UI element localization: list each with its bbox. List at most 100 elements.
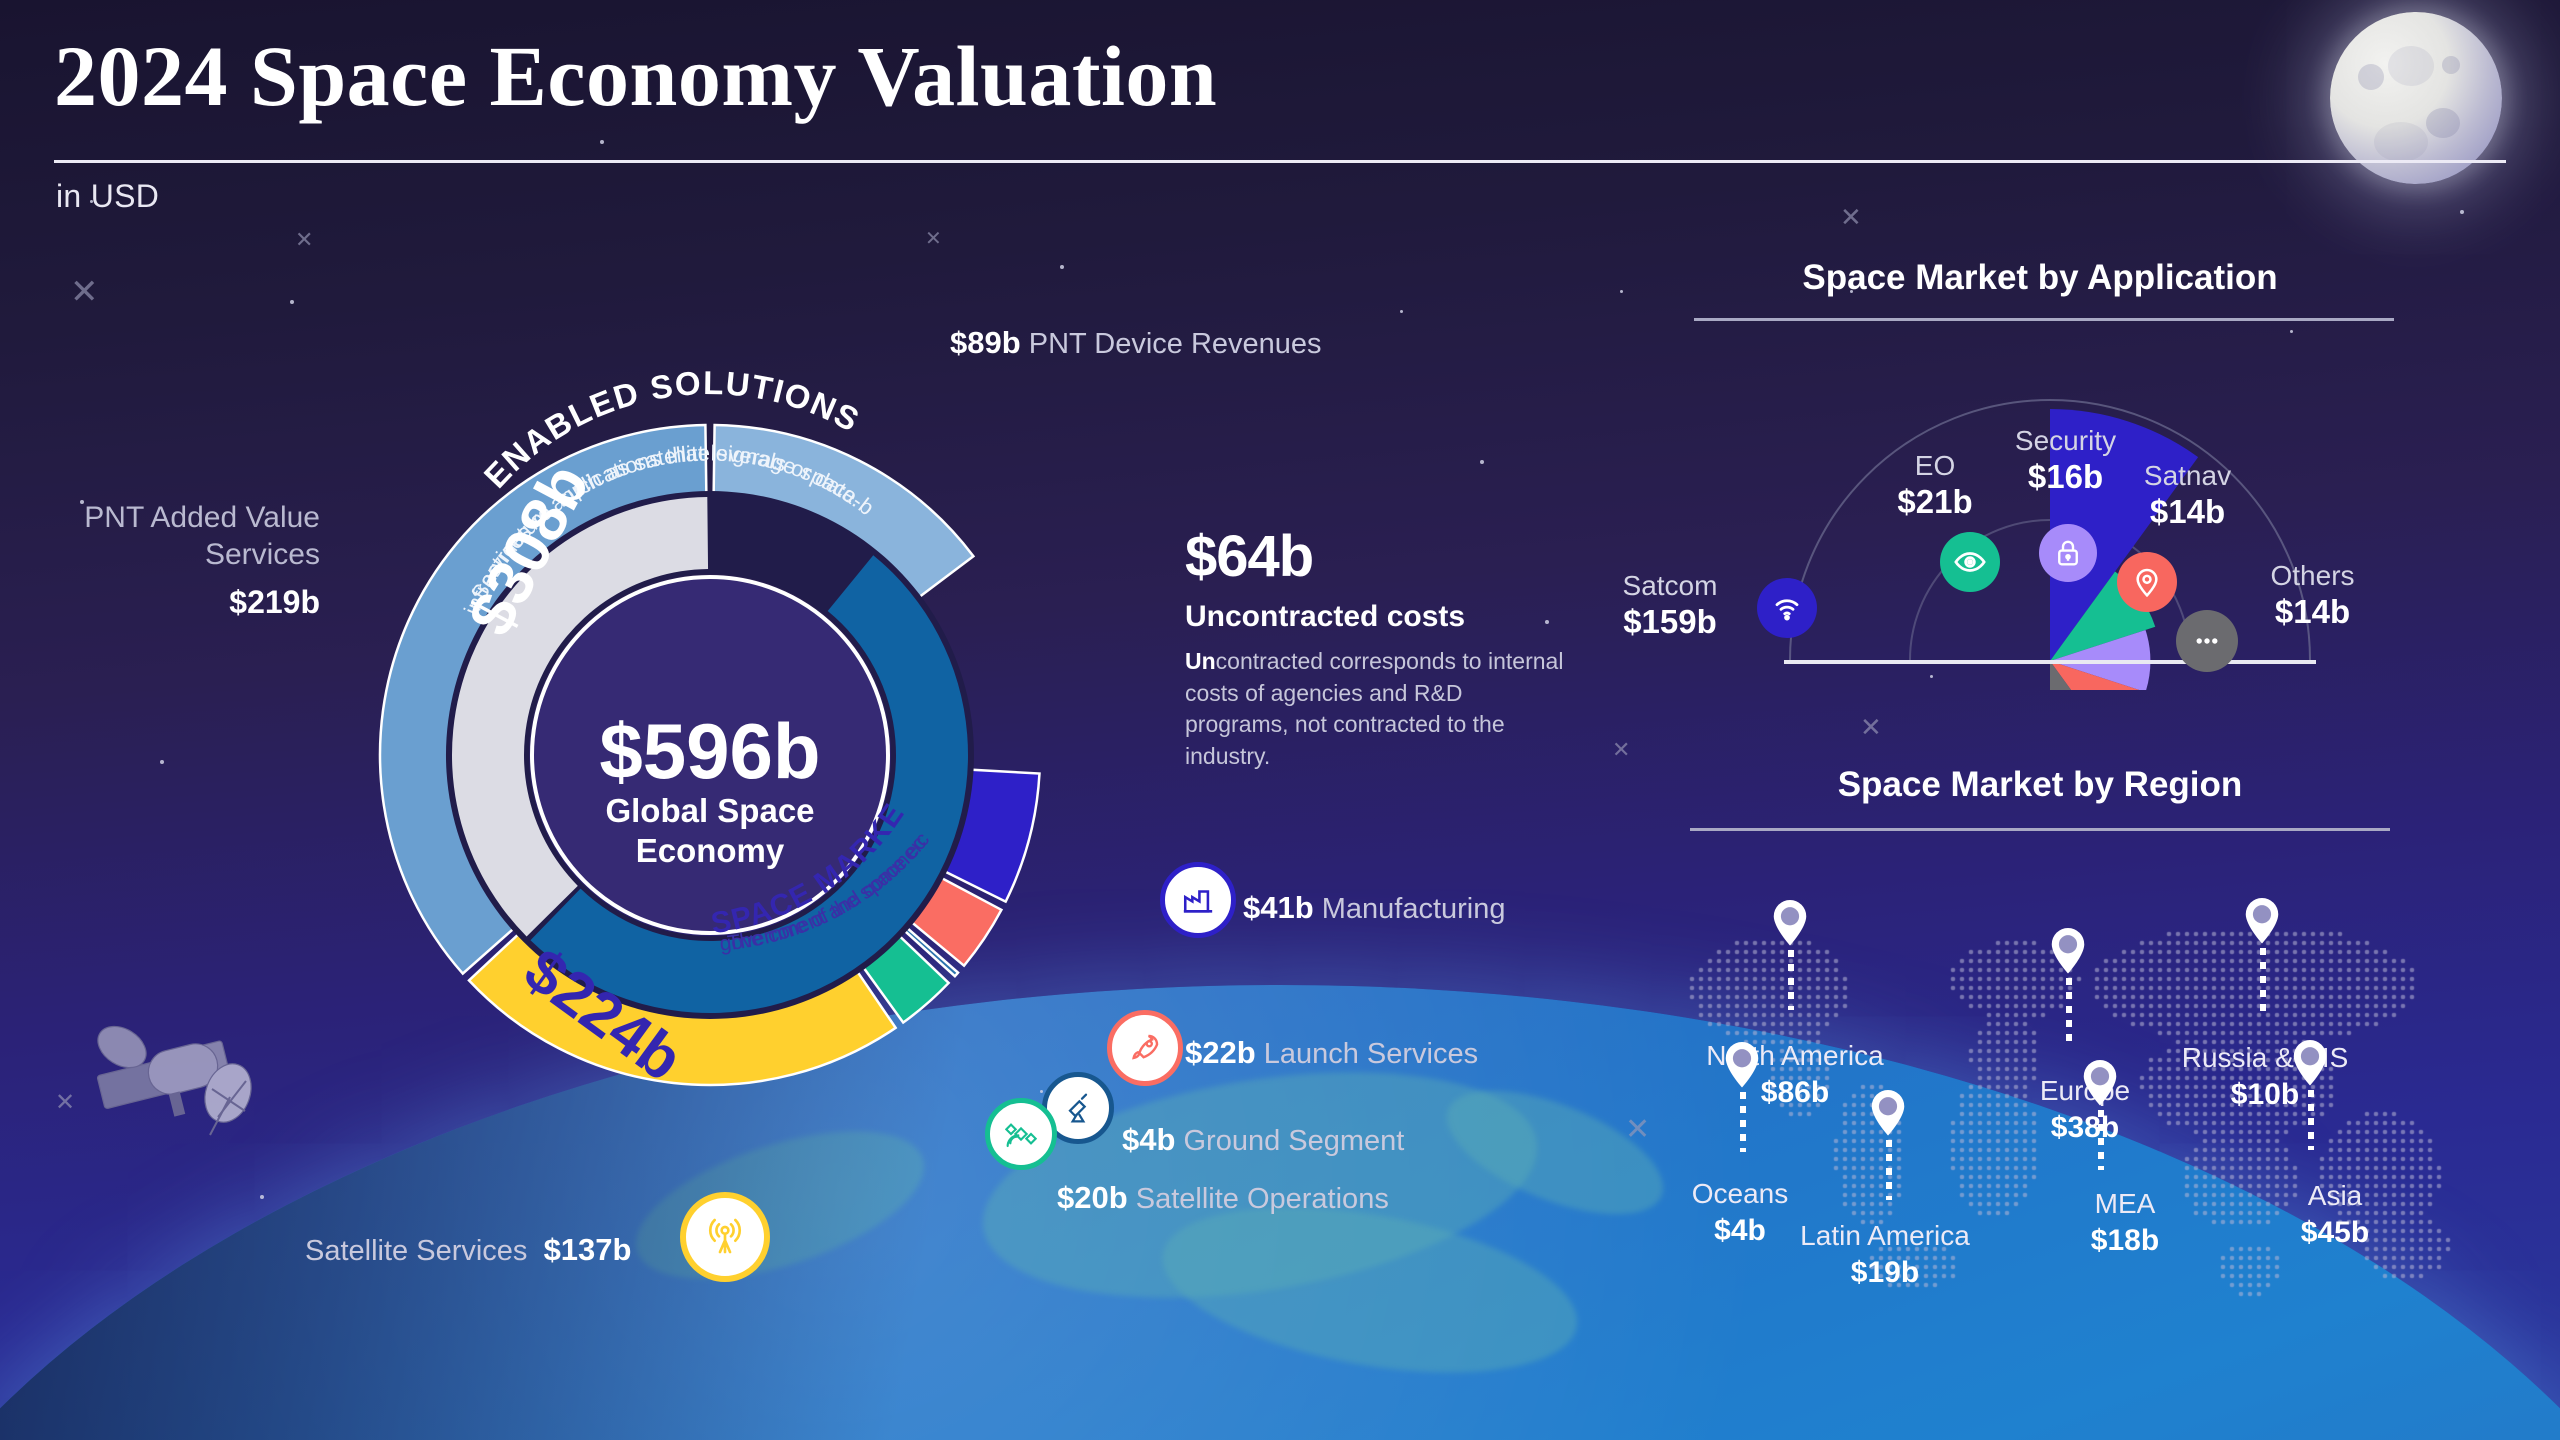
rocket-icon xyxy=(1107,1010,1183,1086)
world-map-dots xyxy=(1620,880,2540,1400)
callout-pnt-added-value-services: PNT Added Value Services $219b xyxy=(84,501,320,621)
page-subtitle: in USD xyxy=(56,178,160,214)
star-dot xyxy=(1850,290,1853,293)
space-economy-donut: ENABLED SOLUTIONS Services or applicatio… xyxy=(280,274,1130,1200)
page-title: 2024 Space Economy Valuation xyxy=(54,28,1218,124)
map-pin-europe xyxy=(2048,928,2088,985)
map-pin-icon xyxy=(2117,552,2177,612)
star-dot xyxy=(1620,290,1623,293)
region-amount: $19b xyxy=(1850,1256,1920,1290)
pin-leader-line xyxy=(1788,950,1794,1010)
rose-slice-satcom xyxy=(2050,409,2199,661)
rose-slice-others xyxy=(2050,661,2072,690)
satellite-icon xyxy=(985,1098,1057,1170)
star-dot xyxy=(1480,460,1484,464)
region-name: MEA xyxy=(2094,1188,2156,1219)
uncontracted-costs-block: $64b Uncontracted costs Uncontracted cor… xyxy=(1185,528,1565,773)
factory-icon xyxy=(1160,862,1236,938)
donut-center-line-2: Economy xyxy=(636,832,785,869)
map-pin-russia-cis xyxy=(2242,898,2282,955)
star-dot xyxy=(1930,675,1933,678)
star-dot xyxy=(160,760,164,764)
uncontracted-label: Uncontracted costs xyxy=(1185,600,1466,633)
star-dot xyxy=(260,1195,264,1199)
application-label-others: Others $14b xyxy=(2270,560,2355,631)
map-pin-asia xyxy=(2290,1040,2330,1097)
region-name: Latin America xyxy=(1800,1220,1970,1251)
star-dot xyxy=(80,500,84,504)
map-pin-mea xyxy=(2080,1060,2120,1117)
pin-leader-line xyxy=(2308,1090,2314,1150)
donut-center-amount: $596b xyxy=(599,707,820,795)
region-amount: $86b xyxy=(1760,1076,1830,1110)
region-name: Oceans xyxy=(1691,1178,1789,1209)
pin-leader-line xyxy=(2260,948,2266,1018)
application-panel-divider xyxy=(1694,318,2394,321)
pin-leader-line xyxy=(1740,1092,1746,1152)
star-dot xyxy=(2460,210,2464,214)
rose-slice-satnav xyxy=(2050,661,2140,690)
callout-launch-services: $22b Launch Services xyxy=(1185,1035,1479,1070)
map-pin-oceans xyxy=(1722,1042,1762,1099)
callout-satellite-operations: $20b Satellite Operations xyxy=(1057,1180,1389,1215)
map-pin-latin-america xyxy=(1868,1090,1908,1147)
region-label-asia: Asia $45b xyxy=(2240,1180,2430,1251)
dots-icon xyxy=(2176,610,2238,672)
pin-leader-line xyxy=(1886,1140,1892,1200)
callout-satellite-services: Satellite Services $137b xyxy=(305,1232,632,1267)
star-cross: ✕ xyxy=(1860,713,1882,743)
region-amount: $18b xyxy=(2090,1224,2160,1258)
callout-ground-segment: $4b Ground Segment xyxy=(1122,1122,1405,1157)
lock-icon xyxy=(2039,524,2097,582)
star-dot xyxy=(2290,330,2293,333)
header-divider xyxy=(54,160,2506,163)
region-amount: $10b xyxy=(2230,1078,2300,1112)
wifi-icon xyxy=(1757,578,1817,638)
star-cross: ✕ xyxy=(295,228,314,253)
callout-pnt-device-revenues: $89b PNT Device Revenues xyxy=(950,325,1322,360)
star-cross: ✕ xyxy=(1840,203,1862,233)
pin-leader-line xyxy=(2066,978,2072,1048)
application-label-satnav: Satnav $14b xyxy=(2143,460,2232,531)
region-panel-divider xyxy=(1690,828,2390,831)
star-dot xyxy=(1400,310,1403,313)
donut-outer-ring xyxy=(378,423,1041,1087)
moon-icon xyxy=(2330,12,2502,184)
star-dot xyxy=(600,140,604,144)
star-cross: ✕ xyxy=(925,226,942,250)
region-amount: $4b xyxy=(1714,1214,1766,1248)
region-label-oceans: Oceans $4b xyxy=(1645,1178,1835,1249)
donut-inner-ring xyxy=(445,491,974,1019)
region-name: Asia xyxy=(2307,1180,2363,1211)
region-amount: $38b xyxy=(2050,1111,2120,1145)
region-label-mea: MEA $18b xyxy=(2030,1188,2220,1259)
star-cross: ✕ xyxy=(1612,738,1631,763)
broadcast-tower-icon xyxy=(680,1192,770,1282)
star-dot xyxy=(1060,265,1064,269)
application-label-eo: EO $21b xyxy=(1897,450,1973,521)
map-pin-north-america xyxy=(1770,900,1810,957)
region-label-latin-america: Latin America $19b xyxy=(1790,1220,1980,1291)
pin-leader-line xyxy=(2098,1110,2104,1170)
donut-center-line-1: Global Space xyxy=(605,792,814,829)
donut-center-disc xyxy=(530,575,890,935)
application-label-satcom: Satcom $159b xyxy=(1622,570,1718,641)
satellite-illustration xyxy=(96,1025,252,1136)
callout-manufacturing: $41b Manufacturing xyxy=(1243,890,1506,925)
region-label-russia-cis: Russia & CIS $10b xyxy=(2170,1042,2360,1113)
uncontracted-body: Uncontracted corresponds to internal cos… xyxy=(1185,648,1564,770)
star-cross: ✕ xyxy=(70,272,99,312)
uncontracted-amount: $64b xyxy=(1185,524,1314,589)
donut-svg: ENABLED SOLUTIONS Services or applicatio… xyxy=(280,274,1041,1095)
region-amount: $45b xyxy=(2300,1216,2370,1250)
region-panel-title: Space Market by Region xyxy=(1837,765,2243,804)
star-dot xyxy=(1040,1090,1043,1093)
rose-slice-security xyxy=(2050,629,2151,690)
star-dot xyxy=(90,200,93,203)
application-label-security: Security $16b xyxy=(2014,425,2117,496)
eye-icon xyxy=(1940,532,2000,592)
star-dot xyxy=(1545,620,1549,624)
star-dot xyxy=(290,300,294,304)
application-panel-title: Space Market by Application xyxy=(1802,258,2278,297)
